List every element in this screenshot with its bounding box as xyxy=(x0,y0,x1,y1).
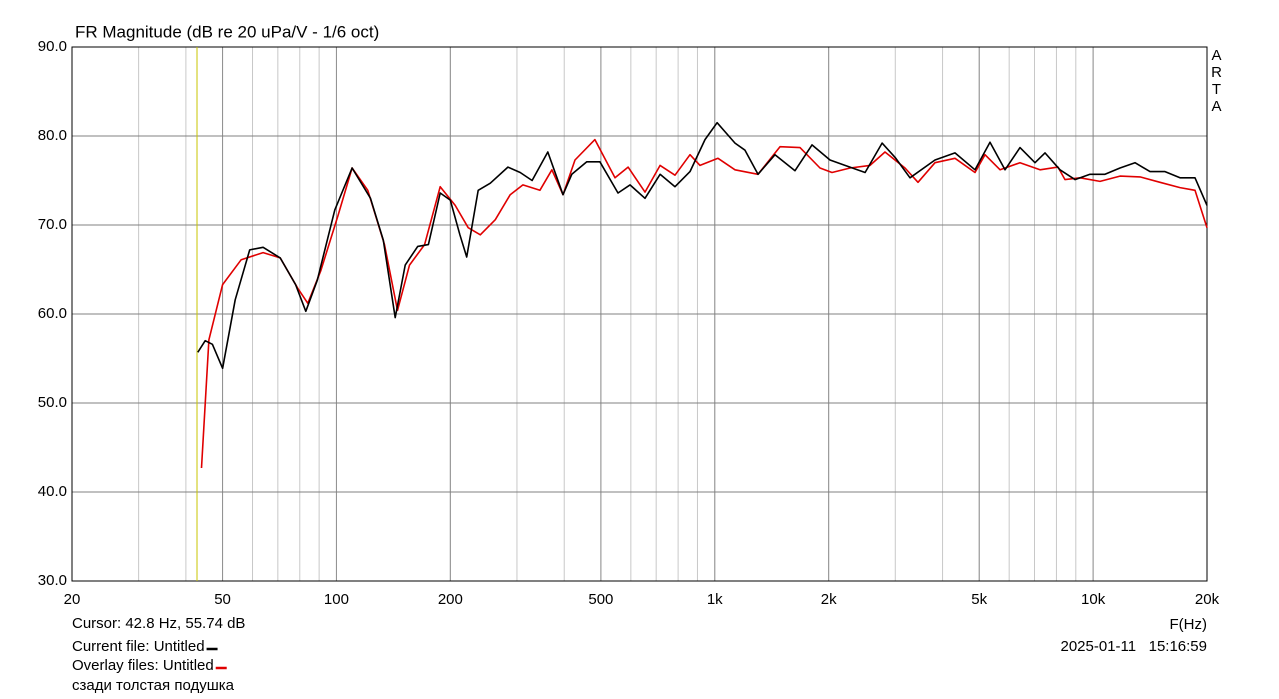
y-tick-label: 40.0 xyxy=(38,483,67,500)
series-line xyxy=(197,121,1208,370)
timestamp: 2025-01-11 15:16:59 xyxy=(1060,638,1207,655)
x-tick-label: 50 xyxy=(214,591,231,608)
series-line xyxy=(200,138,1208,469)
y-tick-label: 90.0 xyxy=(38,38,67,55)
note: сзади толстая подушка xyxy=(72,677,235,694)
x-tick-label: 10k xyxy=(1081,591,1106,608)
y-tick-label: 80.0 xyxy=(38,127,67,144)
x-tick-label: 200 xyxy=(438,591,463,608)
x-tick-label: 20 xyxy=(64,591,81,608)
y-tick-label: 30.0 xyxy=(38,572,67,589)
x-tick-label: 20k xyxy=(1195,591,1220,608)
y-tick-label: 50.0 xyxy=(38,394,67,411)
x-tick-label: 100 xyxy=(324,591,349,608)
plot-frame xyxy=(71,46,1208,582)
y-tick-label: 70.0 xyxy=(38,216,67,233)
chart-title: FR Magnitude (dB re 20 uPa/V - 1/6 oct) xyxy=(75,22,379,41)
legend-label: Overlay files: Untitled xyxy=(72,657,214,674)
legend-label: Current file: Untitled xyxy=(72,638,205,655)
watermark: ARTA xyxy=(1211,47,1222,115)
x-axis-label: F(Hz) xyxy=(1170,616,1208,633)
x-tick-label: 5k xyxy=(971,591,987,608)
cursor-readout: Cursor: 42.8 Hz, 55.74 dB xyxy=(72,615,245,632)
x-tick-label: 2k xyxy=(821,591,837,608)
x-tick-label: 500 xyxy=(588,591,613,608)
x-tick-label: 1k xyxy=(707,591,723,608)
y-tick-label: 60.0 xyxy=(38,305,67,322)
